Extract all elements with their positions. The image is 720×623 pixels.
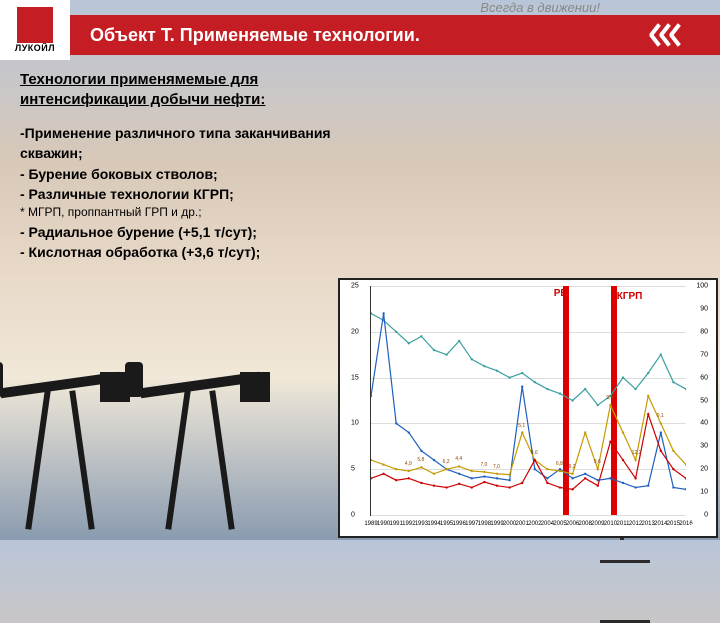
x-axis-tick: 2013 (642, 521, 655, 527)
x-axis-tick: 2001 (516, 521, 529, 527)
x-axis-tick: 1999 (490, 521, 503, 527)
content-heading: Технологии применямемые для интенсификац… (20, 70, 380, 109)
lukoil-logo: ЛУКОЙЛ (0, 0, 70, 60)
x-axis-tick: 1991 (390, 521, 403, 527)
tagline: Всегда в движении! (480, 0, 600, 15)
y-axis-right-tick: 10 (700, 489, 708, 496)
technology-list: -Применение различного типа заканчивания… (20, 123, 380, 262)
x-axis-tick: 1994 (427, 521, 440, 527)
x-axis-tick: 2010 (604, 521, 617, 527)
y-axis-right-tick: 80 (700, 328, 708, 335)
data-label: 8,6 (531, 450, 538, 456)
chevron-left-icon (668, 23, 682, 47)
y-axis-left-tick: 10 (351, 420, 359, 427)
footnote: * МГРП, проппантный ГРП и др.; (20, 204, 380, 221)
x-axis-tick: 2012 (629, 521, 642, 527)
content-text: Технологии применямемые для интенсификац… (0, 60, 400, 272)
data-label: 7,0 (480, 462, 487, 468)
y-axis-right-tick: 100 (696, 283, 708, 290)
x-axis-tick: 2004 (541, 521, 554, 527)
list-item: -Применение различного типа заканчивания… (20, 123, 380, 164)
list-item: - Различные технологии КГРП; (20, 184, 380, 204)
y-axis-left-tick: 20 (351, 328, 359, 335)
y-axis-right-tick: 50 (700, 397, 708, 404)
y-axis-right-tick: 60 (700, 374, 708, 381)
data-label: 7,0 (493, 464, 500, 470)
list-item: - Кислотная обработка (+3,6 т/сут); (20, 242, 380, 262)
y-axis-left-tick: 15 (351, 374, 359, 381)
x-axis-tick: 2005 (553, 521, 566, 527)
x-axis-tick: 1997 (465, 521, 478, 527)
y-axis-right-tick: 90 (700, 305, 708, 312)
data-label: 6,2 (443, 459, 450, 465)
y-axis-right-tick: 30 (700, 443, 708, 450)
list-item: - Радиальное бурение (+5,1 т/сут); (20, 222, 380, 242)
x-axis-tick: 2014 (654, 521, 667, 527)
data-label: 9,6 (594, 459, 601, 465)
x-axis-tick: 2000 (503, 521, 516, 527)
x-axis-tick: 1993 (415, 521, 428, 527)
chevron-badge (620, 15, 710, 55)
y-axis-right-tick: 40 (700, 420, 708, 427)
chart-plot-area: РБ КГРП 05101520250102030405060708090100… (370, 286, 686, 516)
data-label: 6,8 (556, 461, 563, 467)
y-axis-right-tick: 70 (700, 351, 708, 358)
data-label: 4,9 (405, 461, 412, 467)
data-label: 9,2 (569, 464, 576, 470)
y-axis-right-tick: 0 (704, 512, 708, 519)
list-item: - Бурение боковых стволов; (20, 164, 380, 184)
x-axis-tick: 1998 (478, 521, 491, 527)
x-axis-tick: 2008 (579, 521, 592, 527)
logo-text: ЛУКОЙЛ (15, 43, 55, 53)
slide-header: Всегда в движении! ЛУКОЙЛ Объект Т. Прим… (0, 0, 720, 60)
page-number: 14 (689, 520, 705, 536)
data-label: 4,4 (455, 456, 462, 462)
data-label: 9,1 (657, 413, 664, 419)
x-axis-tick: 2015 (667, 521, 680, 527)
logo-drop-icon (17, 7, 53, 43)
x-axis-tick: 2011 (617, 521, 630, 527)
y-axis-left-tick: 25 (351, 283, 359, 290)
y-axis-left-tick: 5 (351, 466, 355, 473)
x-axis-tick: 1989 (364, 521, 377, 527)
x-axis-tick: 2002 (528, 521, 541, 527)
chart-lines (371, 286, 686, 515)
data-label: 12,2 (632, 450, 642, 456)
x-axis-tick: 1996 (453, 521, 466, 527)
x-axis-tick: 1995 (440, 521, 453, 527)
y-axis-left-tick: 0 (351, 512, 355, 519)
x-axis-tick: 2009 (591, 521, 604, 527)
x-axis-tick: 1992 (402, 521, 415, 527)
data-label: 9,3 (606, 395, 613, 401)
x-axis-tick: 2006 (566, 521, 579, 527)
slide-title: Объект Т. Применяемые технологии. (90, 25, 420, 46)
y-axis-right-tick: 20 (700, 466, 708, 473)
x-axis-tick: 1990 (377, 521, 390, 527)
data-label: 5,8 (417, 457, 424, 463)
data-label: 5,1 (518, 423, 525, 429)
production-chart: РБ КГРП 05101520250102030405060708090100… (338, 278, 718, 538)
